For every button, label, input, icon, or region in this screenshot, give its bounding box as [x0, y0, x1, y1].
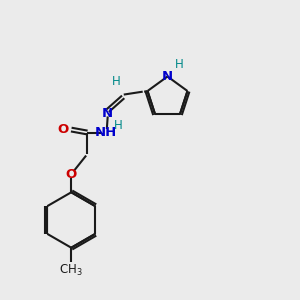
Text: H: H	[175, 58, 184, 71]
Text: H: H	[112, 75, 121, 88]
Text: H: H	[113, 119, 122, 132]
Text: O: O	[57, 123, 68, 136]
Text: NH: NH	[95, 126, 117, 139]
Text: N: N	[102, 107, 113, 120]
Text: O: O	[66, 168, 77, 181]
Text: N: N	[162, 70, 173, 83]
Text: CH$_3$: CH$_3$	[59, 263, 83, 278]
